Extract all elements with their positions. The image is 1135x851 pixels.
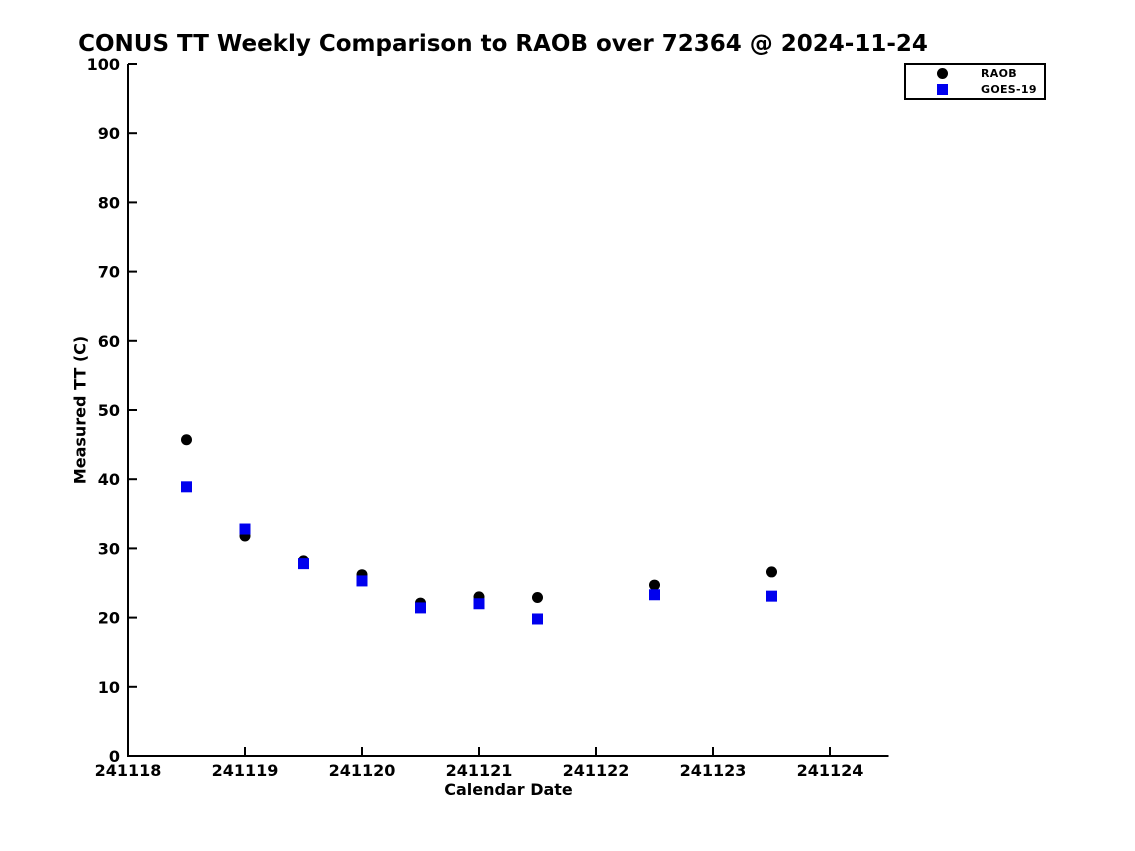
- data-point-goes-19: [239, 523, 251, 535]
- y-tick-label: 100: [87, 55, 120, 74]
- data-point-raob: [181, 434, 192, 446]
- y-axis-label: Measured TT (C): [70, 335, 90, 485]
- x-tick-label: 241122: [563, 761, 630, 780]
- legend-label-goes-19: GOES-19: [981, 83, 1037, 96]
- data-point-goes-19: [356, 575, 368, 587]
- y-tick-label: 10: [98, 678, 120, 697]
- legend-item-raob: RAOB: [906, 66, 1044, 81]
- legend-label-raob: RAOB: [981, 67, 1017, 80]
- y-tick-label: 80: [98, 193, 120, 212]
- x-tick-label: 241118: [95, 761, 162, 780]
- y-tick-label: 70: [98, 263, 120, 282]
- data-point-goes-19: [181, 481, 192, 493]
- legend-item-goes-19: GOES-19: [906, 82, 1044, 97]
- y-tick-label: 20: [98, 609, 120, 628]
- data-point-raob: [532, 592, 543, 604]
- data-point-raob: [649, 579, 660, 591]
- x-tick-label: 241124: [797, 761, 864, 780]
- data-point-goes-19: [532, 613, 543, 625]
- goes-19-square-marker-icon: [937, 84, 948, 95]
- y-tick-label: 90: [98, 124, 120, 143]
- y-tick-label: 40: [98, 470, 120, 489]
- x-axis-label: Calendar Date: [444, 780, 573, 799]
- x-tick-label: 241121: [446, 761, 513, 780]
- data-point-goes-19: [473, 598, 485, 610]
- data-point-goes-19: [766, 590, 777, 602]
- data-point-raob: [766, 566, 777, 578]
- data-point-goes-19: [415, 602, 426, 614]
- chart-title: CONUS TT Weekly Comparison to RAOB over …: [78, 31, 928, 57]
- axes-spines: [127, 64, 889, 757]
- x-tick-label: 241123: [680, 761, 747, 780]
- data-point-goes-19: [298, 558, 309, 570]
- y-tick-label: 30: [98, 539, 120, 558]
- x-tick-label: 241119: [212, 761, 279, 780]
- raob-circle-marker-icon: [937, 68, 948, 79]
- data-point-goes-19: [649, 589, 660, 601]
- x-tick-label: 241120: [329, 761, 396, 780]
- legend: RAOB GOES-19: [904, 63, 1046, 100]
- y-tick-label: 60: [98, 332, 120, 351]
- y-tick-label: 50: [98, 401, 120, 420]
- y-tick-label: 0: [109, 747, 120, 766]
